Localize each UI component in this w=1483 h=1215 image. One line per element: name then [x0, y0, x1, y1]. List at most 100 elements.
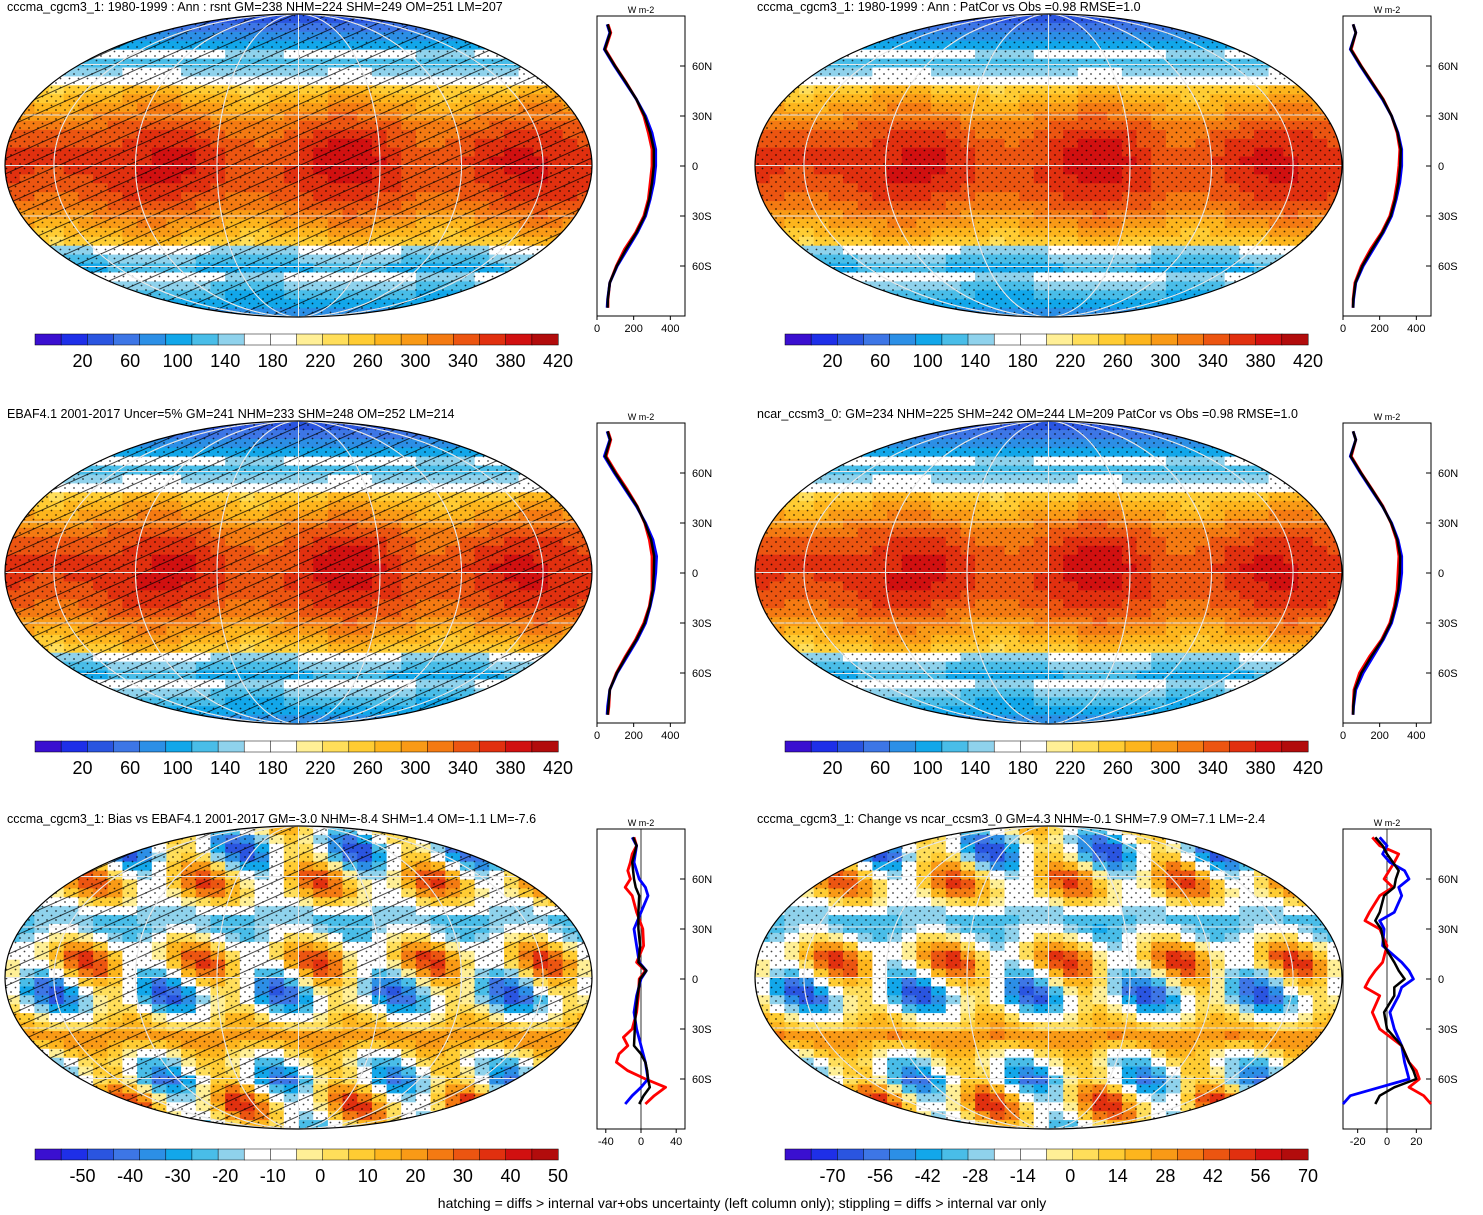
- map-outline: [754, 420, 1343, 725]
- colorbar-label: 300: [1150, 758, 1180, 778]
- colorbar-label: 20: [822, 351, 842, 371]
- colorbar-label: 60: [120, 351, 140, 371]
- y-tick-label: 0: [1438, 161, 1444, 173]
- colorbar-label: 0: [1065, 1166, 1075, 1186]
- colorbar-label: 14: [1108, 1166, 1128, 1186]
- y-tick-label: 60S: [692, 261, 712, 273]
- colorbar-label: -70: [819, 1166, 845, 1186]
- colorbar-label: 100: [913, 758, 943, 778]
- colorbar-label: -10: [260, 1166, 286, 1186]
- colorbar-label: 420: [543, 758, 573, 778]
- zonal-line-red: [1363, 836, 1433, 1105]
- colorbar-label: 28: [1155, 1166, 1175, 1186]
- colorbar-label: 42: [1203, 1166, 1223, 1186]
- panel-title: ncar_ccsm3_0: GM=234 NHM=225 SHM=242 OM=…: [757, 407, 1298, 421]
- x-tick-label: 400: [661, 323, 679, 335]
- colorbar-label: -28: [962, 1166, 988, 1186]
- zonal-mean-plot: 60N 30N 0 30S 60S 0 200 400 W m-2: [594, 412, 712, 742]
- colorbar-label: 10: [358, 1166, 378, 1186]
- zonal-frame: [596, 422, 686, 724]
- x-tick-label: 40: [670, 1136, 682, 1148]
- graticule: [755, 14, 1342, 317]
- map-outline: [754, 825, 1343, 1130]
- map-outline: [4, 420, 593, 725]
- colorbar-label: 420: [1293, 351, 1323, 371]
- colorbar-label: 260: [353, 758, 383, 778]
- x-tick-label: 200: [624, 730, 642, 742]
- footer-note: hatching = diffs > internal var+obs unce…: [438, 1195, 1046, 1211]
- colorbar-label: 300: [400, 758, 430, 778]
- y-tick-label: 60S: [1438, 1074, 1458, 1086]
- panel-1: cccma_cgcm3_1: 1980-1999 : Ann : rsnt GM…: [4, 0, 712, 371]
- y-tick-label: 30N: [692, 924, 712, 936]
- colorbar: 20 60 100 140 180 220 260 300 340 380 420: [784, 740, 1323, 778]
- colorbar-label: -40: [117, 1166, 143, 1186]
- colorbar-label: 340: [448, 351, 478, 371]
- panel-title: cccma_cgcm3_1: Bias vs EBAF4.1 2001-2017…: [7, 812, 536, 826]
- y-tick-label: 60N: [1438, 468, 1458, 480]
- colorbar-label: 20: [72, 351, 92, 371]
- colorbar-label: 56: [1250, 1166, 1270, 1186]
- panel-6: cccma_cgcm3_1: Change vs ncar_ccsm3_0 GM…: [754, 812, 1458, 1186]
- y-tick-label: 0: [692, 974, 698, 986]
- colorbar-label: 20: [405, 1166, 425, 1186]
- colorbar-label: 60: [120, 758, 140, 778]
- graticule: [5, 14, 592, 317]
- colorbar-label: 100: [163, 758, 193, 778]
- panel-title: cccma_cgcm3_1: 1980-1999 : Ann : PatCor …: [757, 0, 1141, 14]
- zonal-line-blue: [1341, 836, 1415, 1105]
- map-outline: [754, 13, 1343, 318]
- x-tick-label: 200: [624, 323, 642, 335]
- colorbar-label: 220: [1055, 351, 1085, 371]
- y-tick-label: 30S: [1438, 618, 1458, 630]
- y-tick-label: 30S: [692, 211, 712, 223]
- panel-title: cccma_cgcm3_1: 1980-1999 : Ann : rsnt GM…: [7, 0, 503, 14]
- x-tick-label: -40: [598, 1136, 614, 1148]
- unit-label: W m-2: [1374, 412, 1401, 422]
- colorbar-label: 180: [1008, 351, 1038, 371]
- colorbar-label: -14: [1010, 1166, 1036, 1186]
- colorbar-label: 420: [1293, 758, 1323, 778]
- colorbar-label: 140: [960, 351, 990, 371]
- colorbar-label: 300: [1150, 351, 1180, 371]
- colorbar-label: -30: [165, 1166, 191, 1186]
- colorbar-label: 40: [500, 1166, 520, 1186]
- graticule: [5, 826, 592, 1129]
- colorbar: 20 60 100 140 180 220 260 300 340 380 420: [34, 333, 573, 371]
- colorbar-label: 380: [1245, 351, 1275, 371]
- colorbar-label: 180: [1008, 758, 1038, 778]
- colorbar-label: -56: [867, 1166, 893, 1186]
- colorbar-label: 30: [453, 1166, 473, 1186]
- y-tick-label: 0: [1438, 974, 1444, 986]
- y-tick-label: 60S: [692, 668, 712, 680]
- y-tick-label: 60N: [692, 61, 712, 73]
- y-tick-label: 30N: [1438, 924, 1458, 936]
- colorbar-label: -20: [212, 1166, 238, 1186]
- y-tick-label: 60N: [1438, 61, 1458, 73]
- colorbar-label: 260: [353, 351, 383, 371]
- x-tick-label: -20: [1350, 1136, 1366, 1148]
- zonal-mean-plot: 60N 30N 0 30S 60S 0 200 400 W m-2: [1340, 412, 1458, 742]
- colorbar-label: 0: [315, 1166, 325, 1186]
- colorbar-label: -50: [69, 1166, 95, 1186]
- colorbar-label: 220: [305, 758, 335, 778]
- y-tick-label: 30N: [1438, 111, 1458, 123]
- colorbar-label: 220: [305, 351, 335, 371]
- x-tick-label: 20: [1410, 1136, 1422, 1148]
- zonal-mean-plot: 60N 30N 0 30S 60S 0 200 400 W m-2: [594, 5, 712, 335]
- y-tick-label: 0: [692, 161, 698, 173]
- colorbar-label: 140: [960, 758, 990, 778]
- zonal-line-black: [604, 430, 656, 715]
- colorbar-label: 60: [870, 758, 890, 778]
- y-tick-label: 30N: [1438, 518, 1458, 530]
- x-tick-label: 400: [1407, 323, 1425, 335]
- colorbar-label: 180: [258, 351, 288, 371]
- unit-label: W m-2: [628, 412, 655, 422]
- map-outline: [4, 13, 593, 318]
- y-tick-label: 30N: [692, 518, 712, 530]
- y-tick-label: 60S: [692, 1074, 712, 1086]
- unit-label: W m-2: [628, 5, 655, 15]
- y-tick-label: 0: [692, 568, 698, 580]
- panel-3: EBAF4.1 2001-2017 Uncer=5% GM=241 NHM=23…: [4, 407, 712, 778]
- x-tick-label: 200: [1370, 730, 1388, 742]
